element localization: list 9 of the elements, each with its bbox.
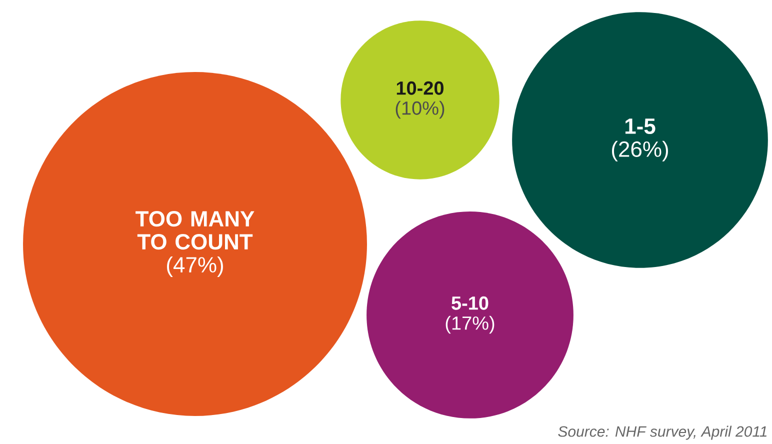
data-label: (17%) <box>446 316 494 334</box>
data-label: (47%) <box>167 256 223 277</box>
category-label: TOO MANY TO COUNT <box>136 211 254 250</box>
source-note: Source: NHF survey, April 2011 <box>558 426 767 440</box>
data-label: (10%) <box>396 100 444 119</box>
category-label: 1-5 <box>625 118 656 134</box>
data-label: (26%) <box>612 140 668 162</box>
category-label: 5-10 <box>452 296 488 310</box>
category-label: 10-20 <box>396 81 444 95</box>
